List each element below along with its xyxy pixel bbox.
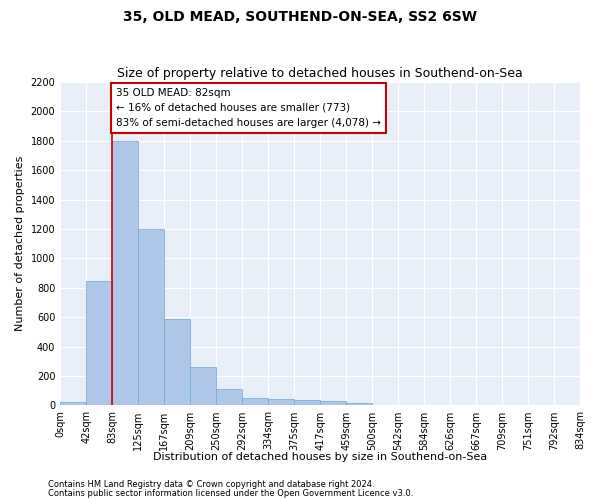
Bar <box>242 398 268 406</box>
Bar <box>86 280 112 406</box>
Bar <box>294 400 320 406</box>
Bar <box>320 402 346 406</box>
Text: Contains HM Land Registry data © Crown copyright and database right 2024.: Contains HM Land Registry data © Crown c… <box>48 480 374 489</box>
X-axis label: Distribution of detached houses by size in Southend-on-Sea: Distribution of detached houses by size … <box>153 452 487 462</box>
Y-axis label: Number of detached properties: Number of detached properties <box>15 156 25 332</box>
Bar <box>190 368 216 406</box>
Text: Contains public sector information licensed under the Open Government Licence v3: Contains public sector information licen… <box>48 489 413 498</box>
Text: 35 OLD MEAD: 82sqm
← 16% of detached houses are smaller (773)
83% of semi-detach: 35 OLD MEAD: 82sqm ← 16% of detached hou… <box>116 88 381 128</box>
Text: 35, OLD MEAD, SOUTHEND-ON-SEA, SS2 6SW: 35, OLD MEAD, SOUTHEND-ON-SEA, SS2 6SW <box>123 10 477 24</box>
Bar <box>268 398 294 406</box>
Title: Size of property relative to detached houses in Southend-on-Sea: Size of property relative to detached ho… <box>117 66 523 80</box>
Bar <box>60 402 86 406</box>
Bar <box>346 403 372 406</box>
Bar <box>112 141 138 406</box>
Bar <box>164 318 190 406</box>
Bar <box>138 229 164 406</box>
Bar <box>216 388 242 406</box>
